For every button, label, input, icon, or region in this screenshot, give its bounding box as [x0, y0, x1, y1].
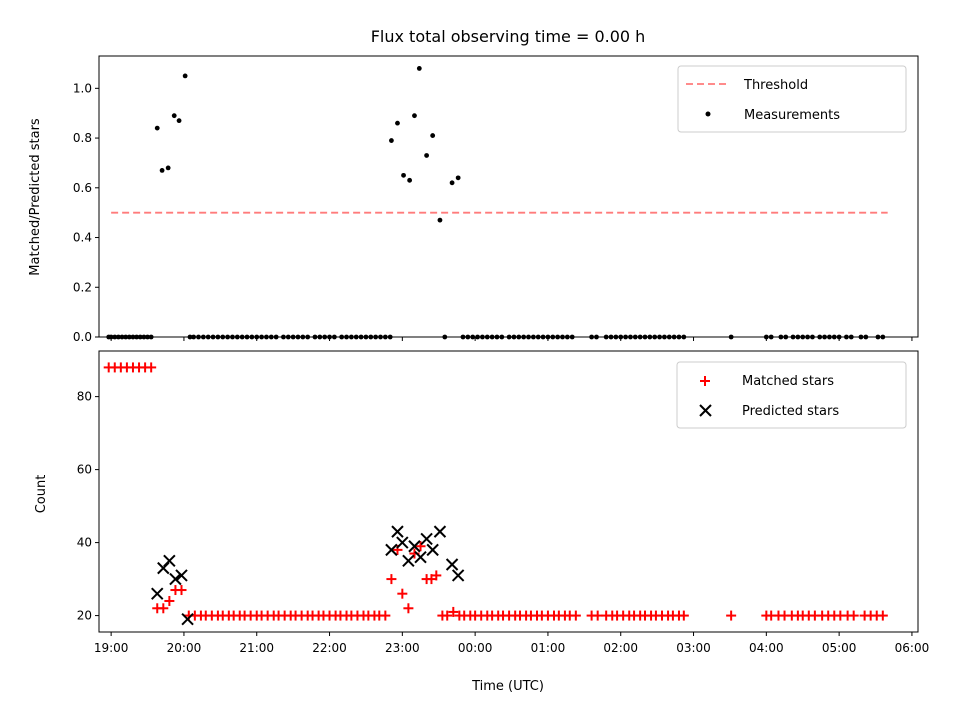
- x-tick-label: 04:00: [749, 641, 784, 655]
- measurement-point: [389, 138, 394, 143]
- top-y-ticks: 0.0 0.2 0.4 0.6 0.8 1.0: [73, 81, 99, 344]
- predicted-star-point: [181, 613, 194, 626]
- matched-star-point: [726, 610, 737, 621]
- predicted-star-point: [385, 543, 398, 557]
- measurement-point: [412, 113, 417, 119]
- legend-threshold-label: Threshold: [743, 78, 808, 93]
- x-tick-label: 01:00: [531, 641, 566, 655]
- matched-star-point: [158, 603, 169, 614]
- matched-star-point: [403, 603, 414, 614]
- y-tick-label: 0.6: [73, 181, 92, 195]
- y-tick-label: 20: [77, 609, 92, 623]
- predicted-star-point: [414, 550, 427, 564]
- bottom-axes-frame: [98, 350, 919, 633]
- predicted-star-point: [391, 525, 404, 538]
- measurement-point: [171, 113, 177, 119]
- predicted-star-point: [163, 554, 176, 568]
- x-tick-label: 21:00: [239, 641, 274, 655]
- matched-star-point: [570, 610, 581, 621]
- bottom-y-ticks: 20 40 60 80: [77, 390, 99, 623]
- measurement-point: [401, 172, 406, 178]
- predicted-star-point: [151, 587, 164, 600]
- y-tick-label: 0.2: [73, 280, 92, 294]
- matched-star-point: [592, 610, 603, 621]
- y-tick-label: 0.8: [73, 131, 92, 145]
- x-tick-label: 06:00: [895, 641, 930, 655]
- predicted-star-point: [402, 554, 415, 568]
- legend-matched-marker: [700, 376, 710, 386]
- y-tick-label: 80: [77, 390, 92, 404]
- bottom-legend: Matched stars Predicted stars: [676, 361, 907, 429]
- bottom-legend-box: [676, 361, 907, 429]
- matched-star-point: [877, 610, 888, 621]
- matched-star-point: [386, 574, 397, 585]
- matched-star-point: [678, 610, 689, 621]
- bottom-axes: 20 40 60 80 19:00 20:00 21:00 22:00 23:00 00:00 0…: [34, 350, 929, 694]
- x-tick-label: 02:00: [603, 641, 638, 655]
- top-axes-frame: [98, 55, 919, 338]
- legend-matched-label: Matched stars: [742, 374, 834, 389]
- matched-star-point: [848, 610, 859, 621]
- predicted-star-point: [433, 525, 447, 538]
- measurement-point: [182, 73, 188, 79]
- bottom-x-ticks: 19:00 20:00 21:00 22:00 23:00 00:00 01:00 02:00…: [94, 632, 929, 655]
- x-tick-label: 23:00: [385, 641, 420, 655]
- matched-star-point: [415, 541, 426, 552]
- x-tick-label: 19:00: [94, 641, 129, 655]
- measurement-point: [430, 133, 436, 138]
- chart-title: Flux total observing time = 0.00 h: [371, 27, 646, 46]
- predicted-star-point: [175, 569, 188, 582]
- measurement-point: [176, 118, 182, 124]
- measurement-point: [407, 177, 413, 183]
- legend-measurements-label: Measurements: [744, 108, 840, 123]
- x-axis-label: Time (UTC): [471, 679, 544, 694]
- top-y-axis-label: Matched/Predicted stars: [28, 118, 43, 276]
- x-tick-label: 03:00: [676, 641, 711, 655]
- x-tick-label: 22:00: [312, 641, 347, 655]
- measurement-point: [165, 165, 171, 171]
- top-axes: 0.0 0.2 0.4 0.6 0.8 1.0 Matched/Predicted sta…: [28, 55, 919, 344]
- top-legend-box: [677, 65, 907, 133]
- predicted-star-point: [420, 532, 433, 546]
- predicted-star-point: [445, 558, 459, 571]
- predicted-star-point: [426, 543, 439, 557]
- matched-star-point: [442, 610, 453, 621]
- y-tick-label: 60: [77, 463, 92, 477]
- measurement-point: [416, 66, 422, 71]
- matched-star-point: [397, 588, 408, 599]
- matched-star-point: [164, 595, 175, 606]
- matched-star-point: [176, 585, 187, 596]
- bottom-plot-area: [103, 362, 888, 626]
- legend-predicted-marker: [699, 404, 712, 417]
- top-plot-area: [106, 66, 888, 340]
- bottom-y-axis-label: Count: [34, 475, 49, 514]
- top-x-ticks: [110, 337, 913, 341]
- measurement-point: [449, 180, 455, 186]
- y-tick-label: 0.4: [73, 231, 92, 245]
- predicted-star-point: [408, 540, 421, 553]
- legend-measurements-marker: [705, 111, 711, 117]
- measurement-point: [424, 153, 429, 158]
- y-tick-label: 1.0: [73, 81, 92, 95]
- predicted-star-point: [396, 536, 409, 549]
- y-tick-label: 0.0: [73, 330, 92, 344]
- y-tick-label: 40: [77, 536, 92, 550]
- matched-star-point: [146, 362, 157, 373]
- legend-predicted-label: Predicted stars: [742, 404, 839, 419]
- matched-star-point: [431, 570, 442, 581]
- x-tick-label: 05:00: [822, 641, 857, 655]
- matched-star-point: [448, 606, 459, 617]
- x-tick-label: 20:00: [167, 641, 202, 655]
- measurement-point: [455, 175, 461, 181]
- measurement-point: [159, 167, 165, 173]
- predicted-star-point: [451, 569, 465, 582]
- measurement-point: [395, 120, 400, 126]
- predicted-star-point: [169, 572, 182, 586]
- matched-star-point: [380, 610, 391, 621]
- measurement-point: [154, 125, 160, 131]
- x-tick-label: 00:00: [458, 641, 493, 655]
- measurement-point: [437, 217, 443, 223]
- top-legend: Threshold Measurements: [677, 65, 907, 133]
